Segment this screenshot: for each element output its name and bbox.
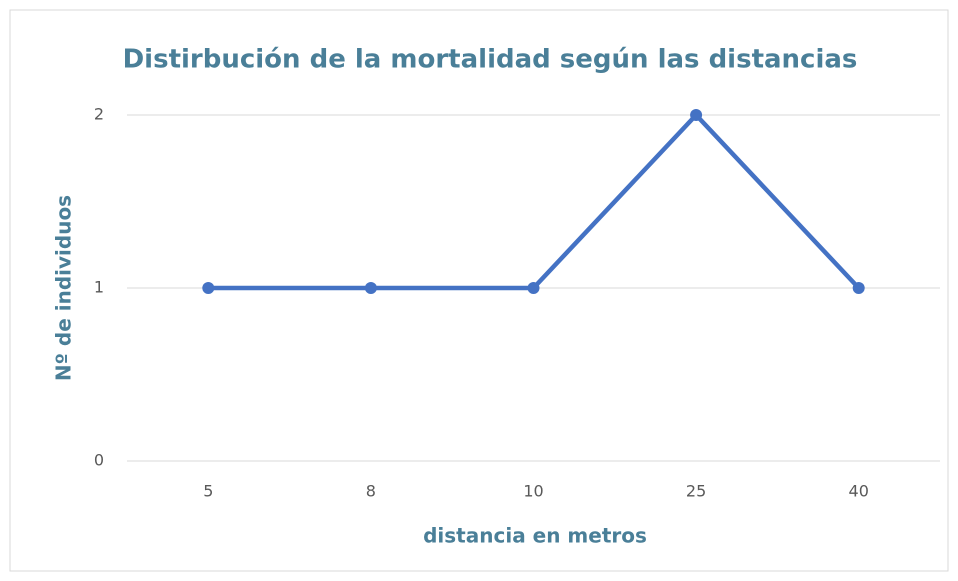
data-point bbox=[852, 282, 865, 294]
chart-border bbox=[9, 9, 949, 572]
x-tick-label: 5 bbox=[203, 482, 213, 501]
chart-title: Distirbución de la mortalidad según las … bbox=[123, 45, 858, 75]
data-point bbox=[527, 282, 540, 294]
data-point bbox=[364, 282, 377, 294]
y-tick-label: 0 bbox=[94, 451, 104, 470]
x-tick-label: 10 bbox=[523, 482, 543, 501]
x-tick-label: 40 bbox=[849, 482, 869, 501]
x-tick-label: 8 bbox=[366, 482, 376, 501]
y-tick-label: 2 bbox=[94, 105, 104, 124]
data-point bbox=[202, 282, 215, 294]
x-tick-label: 25 bbox=[686, 482, 706, 501]
data-point bbox=[690, 109, 703, 121]
x-axis-label: distancia en metros bbox=[423, 524, 647, 548]
y-tick-label: 1 bbox=[94, 278, 104, 297]
y-axis-label: Nº de individuos bbox=[52, 195, 76, 381]
